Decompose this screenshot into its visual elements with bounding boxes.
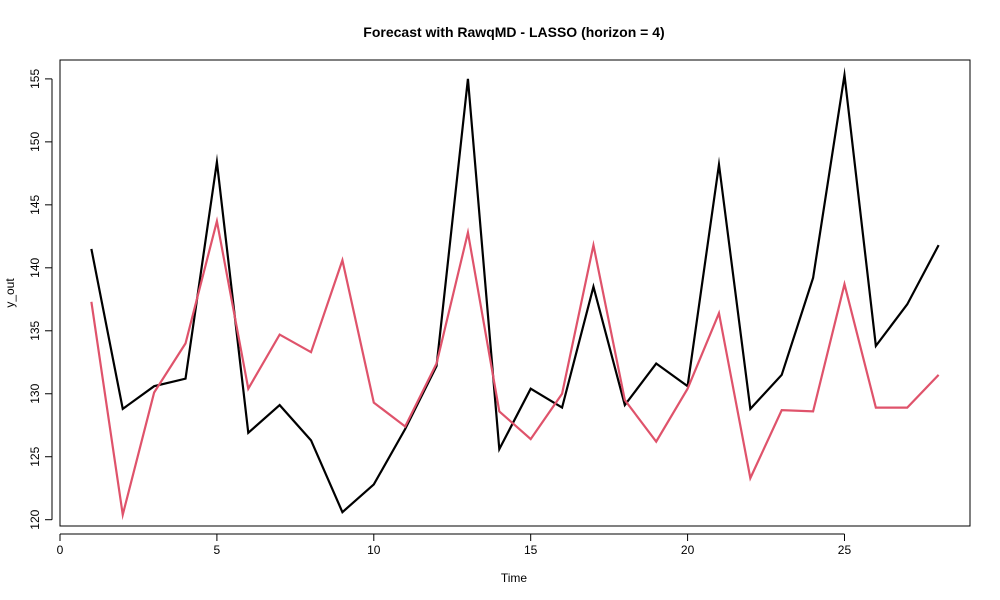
y-tick-label: 130 <box>28 383 42 403</box>
x-tick-label: 0 <box>57 543 64 557</box>
y-tick-label: 140 <box>28 257 42 277</box>
x-tick-label: 5 <box>214 543 221 557</box>
x-axis-label: Time <box>501 571 528 585</box>
y-tick-label: 150 <box>28 132 42 152</box>
y-tick-label: 135 <box>28 320 42 340</box>
x-tick-label: 20 <box>681 543 695 557</box>
y-tick-label: 155 <box>28 69 42 89</box>
x-tick-label: 15 <box>524 543 538 557</box>
y-axis-label: y_out <box>3 278 17 308</box>
chart-title: Forecast with RawqMD - LASSO (horizon = … <box>363 24 664 40</box>
x-axis: 0 5 10 15 20 25 <box>57 533 852 557</box>
x-tick-label: 10 <box>367 543 381 557</box>
plot-frame <box>59 59 971 527</box>
x-tick-label: 25 <box>838 543 852 557</box>
series-line-1 <box>90 66 940 514</box>
y-tick-label: 145 <box>28 195 42 215</box>
series-line-2 <box>90 216 940 521</box>
y-tick-label: 125 <box>28 446 42 466</box>
y-tick-label: 120 <box>28 509 42 529</box>
y-axis: 120 125 130 135 140 145 150 155 <box>28 69 53 530</box>
series-layer <box>90 66 940 521</box>
